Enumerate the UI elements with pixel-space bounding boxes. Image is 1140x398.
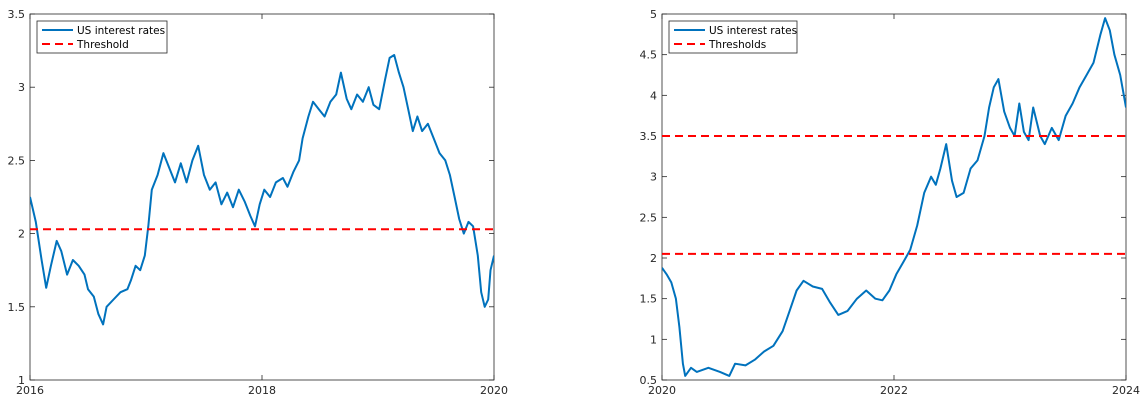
x-tick-label: 2020 [648,384,676,397]
legend: US interest rates Threshold [36,20,168,54]
legend-entry: US interest rates [709,25,797,37]
y-tick-label: 3 [18,81,25,94]
y-tick-label: 5 [650,8,657,21]
x-tick-label: 2020 [480,384,508,397]
x-tick-label: 2024 [1112,384,1140,397]
legend-box [36,20,168,54]
legend-entry: Thresholds [708,39,766,51]
legend-entry: Threshold [76,39,129,51]
legend-entry: US interest rates [77,25,165,37]
series-line [662,17,1126,377]
y-tick-label: 1.5 [640,293,658,306]
y-tick-label: 1.5 [8,301,26,314]
x-tick-label: 2016 [16,384,44,397]
legend-box [668,20,798,54]
y-tick-label: 3.5 [8,8,26,21]
y-tick-label: 3 [650,171,657,184]
y-tick-label: 2.5 [8,154,26,167]
y-tick-label: 2.5 [640,211,658,224]
y-tick-label: 2 [18,228,25,241]
y-tick-label: 4.5 [640,49,658,62]
y-tick-label: 3.5 [640,130,658,143]
y-tick-label: 1 [650,333,657,346]
chart-1: 2016 2018 2020 1 1.5 2 2.5 3 3.5 US interest rate… [8,8,509,397]
plot-area [661,13,1127,381]
y-tick-label: 2 [650,252,657,265]
chart-2: 2020 2022 2024 0.5 1 1.5 2 2.5 3 3.5 4 4.5 5 US inter… [640,8,1140,397]
y-tick-label: 1 [18,374,25,387]
legend: US interest rates Thresholds [668,20,798,54]
y-tick-label: 4 [650,89,657,102]
x-tick-label: 2022 [880,384,908,397]
series-line [30,54,494,326]
y-tick-label: 0.5 [640,374,658,387]
x-tick-label: 2018 [248,384,276,397]
